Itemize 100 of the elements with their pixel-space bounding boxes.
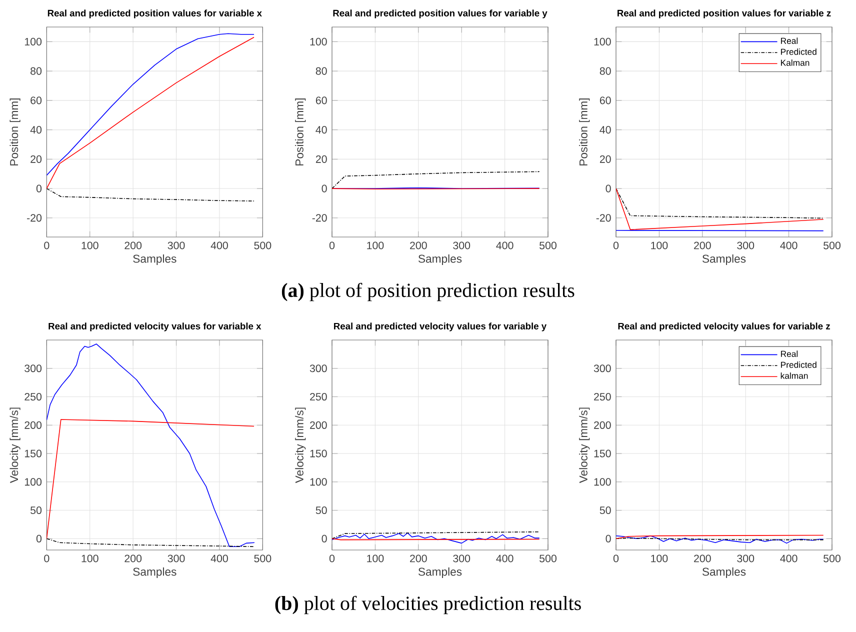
x-tick-label: 0 [613, 242, 619, 250]
y-tick-label: 60 [30, 96, 42, 104]
y-axis-title: Velocity [mm/s] [295, 408, 306, 484]
x-tick-label: 400 [780, 242, 798, 250]
chart-title: Real and predicted position values for variable x [48, 10, 262, 18]
y-axis-title: Velocity [mm/s] [10, 408, 20, 484]
y-axis-title: Position [mm] [295, 98, 306, 166]
y-tick-label: 0 [606, 534, 611, 542]
y-tick-label: -20 [596, 214, 611, 222]
y-tick-label: 150 [594, 450, 611, 458]
x-tick-label: 100 [367, 242, 384, 250]
y-tick-label: 0 [606, 184, 611, 192]
x-tick-label: 200 [124, 242, 142, 250]
y-tick-label: 250 [310, 392, 327, 401]
y-tick-label: 50 [316, 506, 327, 514]
y-tick-label: 40 [30, 126, 42, 134]
x-tick-label: 100 [651, 554, 668, 562]
x-tick-label: 100 [367, 554, 384, 562]
x-axis-title: Samples [418, 254, 462, 265]
legend-label: Predicted [781, 362, 816, 368]
x-tick-label: 100 [82, 554, 98, 562]
y-tick-label: 200 [24, 421, 42, 429]
legend-label: Kalman [781, 59, 810, 66]
y-tick-label: -20 [27, 214, 42, 222]
x-tick-label: 300 [168, 242, 185, 250]
x-tick-label: 100 [651, 242, 668, 250]
x-tick-label: 200 [410, 554, 427, 562]
y-axis-title: Position [mm] [10, 98, 20, 166]
y-tick-label: 0 [36, 534, 42, 542]
x-axis-title: Samples [133, 254, 176, 265]
x-tick-label: 500 [254, 242, 272, 250]
y-tick-label: 100 [24, 478, 42, 486]
y-tick-label: 150 [310, 450, 327, 458]
line-series [46, 419, 254, 540]
x-tick-label: 400 [496, 554, 514, 562]
x-tick-label: 0 [329, 242, 335, 250]
line-series [46, 188, 254, 202]
x-tick-label: 0 [44, 242, 50, 250]
y-tick-label: 80 [600, 67, 611, 75]
y-tick-label: 300 [310, 364, 327, 372]
x-tick-label: 500 [254, 554, 272, 562]
text: (b) plot of velocities prediction results [275, 596, 581, 614]
y-tick-label: 300 [594, 364, 611, 372]
x-tick-label: 400 [210, 554, 228, 562]
line-series [616, 188, 824, 230]
chart-title: Real and predicted velocity values for variable y [334, 322, 547, 332]
y-tick-label: 200 [310, 421, 327, 429]
y-tick-label: 60 [600, 96, 611, 104]
x-axis-title: Samples [133, 567, 176, 578]
chart-title: Real and predicted velocity values for variable z [618, 322, 830, 332]
y-tick-label: 100 [310, 478, 327, 486]
chart-title: Real and predicted velocity values for variable x [48, 322, 262, 332]
line-series [332, 532, 540, 544]
line-series [46, 344, 255, 548]
x-axis-title: Samples [418, 567, 462, 578]
y-axis-title: Position [mm] [579, 98, 590, 166]
y-tick-label: 200 [594, 421, 611, 429]
y-tick-label: 250 [594, 392, 611, 401]
x-tick-label: 300 [453, 242, 470, 250]
y-tick-label: 300 [24, 364, 42, 372]
legend-label: Real [781, 38, 798, 44]
y-tick-label: -20 [312, 214, 327, 222]
y-tick-label: 100 [310, 38, 327, 46]
x-tick-label: 400 [780, 554, 798, 562]
line-series [46, 538, 254, 548]
y-tick-label: 150 [24, 450, 42, 458]
x-tick-label: 300 [453, 554, 470, 562]
y-tick-label: 250 [24, 392, 42, 401]
y-tick-label: 0 [322, 534, 327, 542]
y-tick-label: 20 [316, 155, 327, 163]
x-tick-label: 200 [410, 242, 427, 250]
x-tick-label: 500 [540, 554, 556, 562]
x-tick-label: 300 [168, 554, 185, 562]
line-series [332, 171, 540, 189]
x-tick-label: 500 [540, 242, 556, 250]
y-tick-label: 100 [594, 38, 611, 46]
x-axis-title: Samples [702, 254, 746, 265]
x-tick-label: 0 [44, 554, 50, 562]
y-tick-label: 20 [600, 155, 611, 163]
chart-title: Real and predicted position values for variable z [618, 10, 831, 18]
y-tick-label: 80 [316, 67, 327, 75]
x-tick-label: 0 [329, 554, 335, 562]
line-series [616, 535, 824, 544]
y-tick-label: 50 [30, 506, 42, 514]
y-tick-label: 0 [36, 184, 42, 192]
legend-label: Real [781, 350, 798, 357]
text: (a) plot of position prediction results [282, 282, 574, 302]
x-tick-label: 200 [694, 242, 711, 250]
x-tick-label: 400 [496, 242, 514, 250]
x-tick-label: 0 [613, 554, 619, 562]
chart-title: Real and predicted position values for variable y [333, 10, 548, 18]
x-tick-label: 100 [82, 242, 98, 250]
legend-label: kalman [780, 372, 808, 379]
x-tick-label: 300 [737, 554, 754, 562]
y-tick-label: 60 [316, 96, 327, 104]
y-tick-label: 40 [316, 126, 327, 134]
y-axis-title: Velocity [mm/s] [579, 408, 590, 484]
x-tick-label: 400 [210, 242, 228, 250]
y-tick-label: 80 [30, 67, 42, 75]
y-tick-label: 100 [594, 478, 611, 486]
